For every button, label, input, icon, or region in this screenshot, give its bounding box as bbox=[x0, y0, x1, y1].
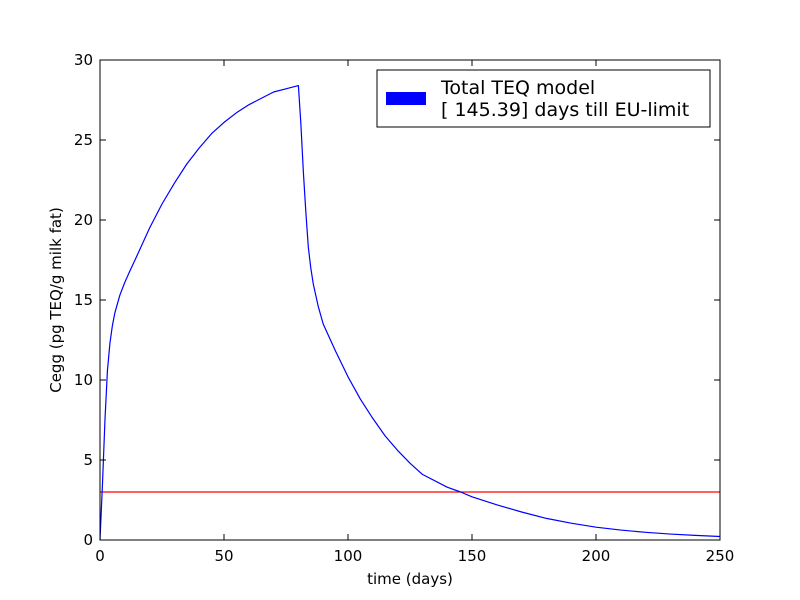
series-line-0 bbox=[99, 84, 721, 541]
y-axis-label: Cegg (pg TEQ/g milk fat) bbox=[47, 207, 65, 393]
y-tick-label: 10 bbox=[74, 371, 93, 389]
legend-entry-line1: Total TEQ model bbox=[440, 77, 595, 99]
x-tick-label: 250 bbox=[706, 547, 735, 565]
y-tick-label: 20 bbox=[74, 211, 93, 229]
plot-background bbox=[100, 60, 720, 540]
axes: 0 50 100 150 200 250 0 5 10 15 20 25 30 bbox=[74, 51, 734, 565]
x-axis-label: time (days) bbox=[367, 570, 453, 588]
plot-area bbox=[100, 60, 720, 540]
y-tick-label: 0 bbox=[83, 531, 93, 549]
legend: Total TEQ model [ 145.39] days till EU-l… bbox=[376, 69, 711, 128]
legend-entry-line2: [ 145.39] days till EU-limit bbox=[441, 99, 689, 121]
x-tick-label: 200 bbox=[582, 547, 611, 565]
y-tick-label: 25 bbox=[74, 131, 93, 149]
y-tick-label: 30 bbox=[74, 51, 93, 69]
legend-swatch bbox=[386, 92, 426, 105]
x-tick-label: 150 bbox=[458, 547, 487, 565]
y-tick-label: 15 bbox=[74, 291, 93, 309]
data-layer bbox=[99, 84, 721, 541]
legend-box bbox=[376, 69, 711, 128]
x-tick-label: 100 bbox=[334, 547, 363, 565]
x-tick-label: 50 bbox=[214, 547, 233, 565]
y-tick-label: 5 bbox=[83, 451, 93, 469]
x-tick-label: 0 bbox=[95, 547, 105, 565]
